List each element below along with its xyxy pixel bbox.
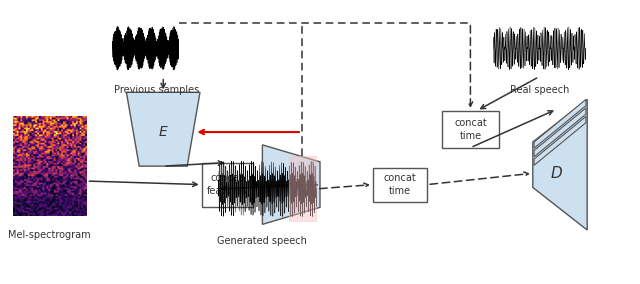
Polygon shape — [532, 99, 588, 230]
Text: Generated speech: Generated speech — [218, 236, 307, 246]
Polygon shape — [534, 99, 586, 148]
Text: D: D — [551, 166, 563, 181]
Polygon shape — [534, 116, 586, 165]
Text: concat
time: concat time — [383, 173, 417, 196]
Text: G: G — [289, 178, 300, 192]
FancyBboxPatch shape — [372, 168, 428, 202]
Text: concat
time: concat time — [454, 118, 487, 141]
Text: E: E — [159, 125, 168, 139]
Text: Real speech: Real speech — [509, 85, 569, 95]
Text: Previous samples: Previous samples — [114, 85, 200, 95]
Bar — [289, 156, 317, 222]
Text: concat
features: concat features — [207, 173, 248, 196]
Polygon shape — [127, 92, 200, 166]
FancyBboxPatch shape — [442, 111, 499, 148]
Text: Mel-spectrogram: Mel-spectrogram — [8, 230, 91, 240]
FancyBboxPatch shape — [202, 162, 253, 207]
Polygon shape — [262, 145, 320, 224]
Polygon shape — [534, 108, 586, 157]
